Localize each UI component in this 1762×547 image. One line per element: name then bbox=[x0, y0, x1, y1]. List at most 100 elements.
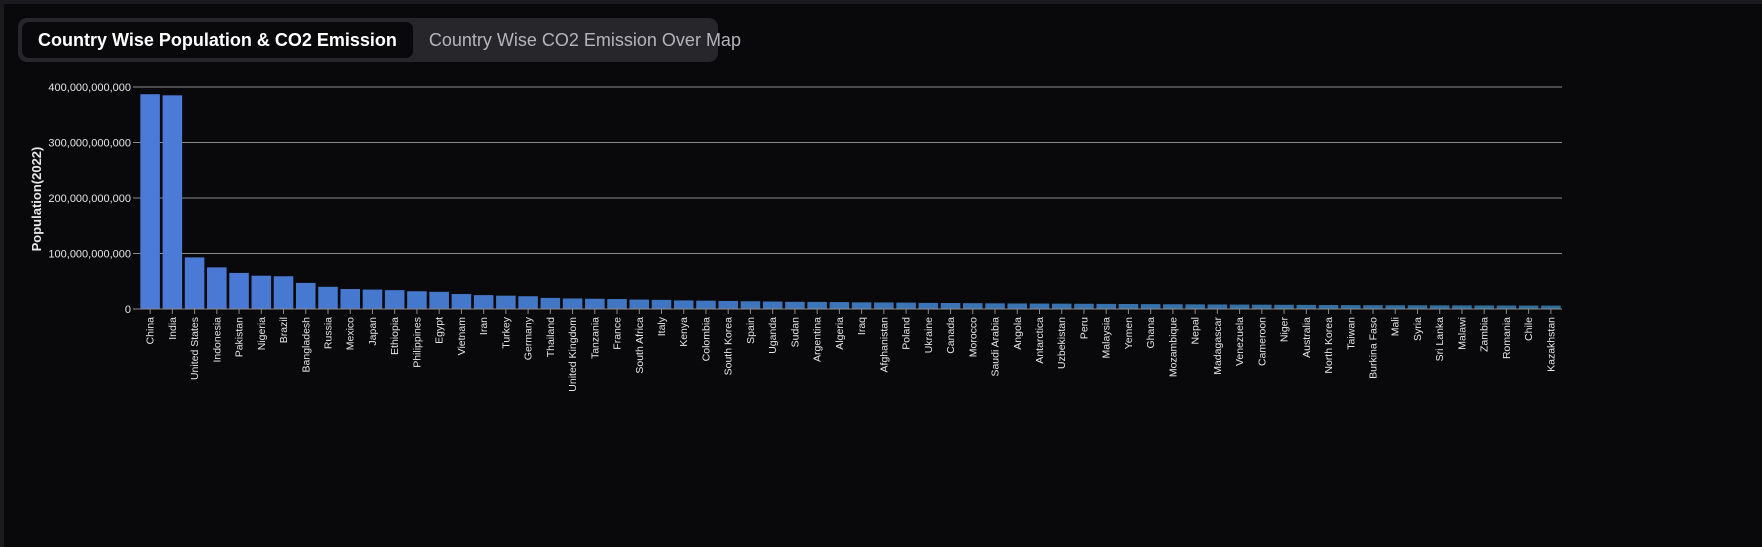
bar[interactable] bbox=[629, 299, 650, 309]
bar[interactable] bbox=[1074, 303, 1094, 309]
bar[interactable] bbox=[340, 289, 361, 309]
bar[interactable] bbox=[1118, 304, 1139, 309]
bar[interactable] bbox=[1385, 305, 1406, 309]
bar[interactable] bbox=[585, 298, 605, 309]
x-tick-label: Antarctica bbox=[1034, 317, 1046, 364]
x-tick-label: Saudi Arabia bbox=[990, 317, 1002, 377]
bar[interactable] bbox=[1007, 303, 1028, 309]
bar[interactable] bbox=[851, 302, 872, 309]
bar[interactable] bbox=[473, 295, 494, 309]
x-tick-label: United Kingdom bbox=[567, 317, 579, 392]
x-tick-label: Ethiopia bbox=[389, 317, 401, 355]
bar[interactable] bbox=[896, 302, 916, 309]
bar[interactable] bbox=[1340, 305, 1361, 309]
x-tick-label: Burkina Faso bbox=[1368, 317, 1380, 379]
bar[interactable] bbox=[673, 300, 694, 309]
x-tick-label: Venezuela bbox=[1234, 317, 1246, 366]
bar[interactable] bbox=[540, 297, 561, 309]
bar[interactable] bbox=[1407, 305, 1428, 309]
x-tick-label: Vietnam bbox=[456, 317, 468, 356]
x-tick-label: Australia bbox=[1301, 317, 1313, 358]
x-tick-label: Kenya bbox=[678, 317, 690, 347]
x-tick-label: Nigeria bbox=[256, 317, 268, 350]
bar[interactable] bbox=[1318, 305, 1339, 309]
y-tick-label: 200,000,000,000 bbox=[48, 193, 131, 205]
bar[interactable] bbox=[562, 298, 583, 309]
bar[interactable] bbox=[1363, 305, 1383, 309]
x-tick-label: Sudan bbox=[789, 317, 801, 348]
x-tick-label: Ukraine bbox=[923, 317, 935, 353]
x-tick-label: Poland bbox=[901, 317, 913, 350]
bar[interactable] bbox=[918, 302, 939, 309]
bar[interactable] bbox=[762, 301, 783, 309]
bar[interactable] bbox=[607, 299, 627, 309]
bar[interactable] bbox=[1541, 305, 1561, 309]
x-tick-label: Madagascar bbox=[1212, 316, 1224, 374]
bar[interactable] bbox=[518, 296, 538, 309]
bar[interactable] bbox=[874, 302, 894, 309]
x-axis-ticks: China India United States Indonesia Pakistan… bbox=[139, 308, 1562, 392]
x-tick-label: Brazil bbox=[278, 317, 290, 343]
x-tick-label: Nepal bbox=[1190, 317, 1202, 344]
bar[interactable] bbox=[1029, 303, 1050, 309]
bar[interactable] bbox=[1051, 303, 1072, 309]
bar[interactable] bbox=[1274, 304, 1294, 309]
x-tick-label: Kazakhstan bbox=[1545, 317, 1557, 372]
bar[interactable] bbox=[451, 294, 472, 309]
x-tick-label: South Africa bbox=[634, 317, 646, 374]
bar[interactable] bbox=[785, 301, 805, 309]
bar[interactable] bbox=[1096, 303, 1116, 309]
bar[interactable] bbox=[718, 300, 738, 309]
bar[interactable] bbox=[496, 295, 516, 309]
bar[interactable] bbox=[1496, 305, 1517, 309]
x-tick-label: Sri Lanka bbox=[1434, 317, 1446, 362]
y-axis-label: Population(2022) bbox=[29, 147, 44, 252]
x-tick-label: Chile bbox=[1523, 317, 1535, 341]
tab-co2-map[interactable]: Country Wise CO2 Emission Over Map bbox=[428, 29, 741, 50]
bar[interactable] bbox=[1296, 304, 1317, 309]
bar[interactable] bbox=[162, 95, 183, 309]
bar[interactable] bbox=[384, 290, 405, 309]
y-tick-label: 0 bbox=[125, 304, 131, 316]
x-tick-label: Colombia bbox=[700, 317, 712, 362]
bar[interactable] bbox=[1229, 304, 1250, 309]
bar[interactable] bbox=[1518, 305, 1539, 309]
bar[interactable] bbox=[429, 291, 449, 309]
bar[interactable] bbox=[940, 303, 961, 309]
bar[interactable] bbox=[963, 303, 983, 309]
bar[interactable] bbox=[829, 302, 850, 309]
x-tick-label: Spain bbox=[745, 317, 757, 344]
bar[interactable] bbox=[295, 282, 316, 309]
bar[interactable] bbox=[184, 257, 205, 309]
x-tick-label: Pakistan bbox=[234, 317, 246, 357]
bar[interactable] bbox=[1185, 304, 1205, 309]
x-tick-label: Morocco bbox=[967, 317, 979, 357]
bar[interactable] bbox=[1252, 304, 1272, 309]
bar[interactable] bbox=[207, 267, 227, 309]
x-tick-label: Ghana bbox=[1145, 317, 1157, 349]
bar[interactable] bbox=[318, 286, 338, 309]
bar[interactable] bbox=[651, 299, 672, 309]
tab-population-co2[interactable]: Country Wise Population & CO2 Emission bbox=[22, 22, 413, 58]
bar[interactable] bbox=[251, 275, 272, 309]
bar[interactable] bbox=[1163, 304, 1183, 309]
bar[interactable] bbox=[807, 301, 827, 309]
bar[interactable] bbox=[1207, 304, 1228, 309]
bar[interactable] bbox=[1140, 304, 1161, 309]
x-tick-label: United States bbox=[189, 317, 201, 380]
bar[interactable] bbox=[985, 303, 1005, 309]
bar[interactable] bbox=[140, 94, 160, 309]
bar[interactable] bbox=[1474, 305, 1494, 309]
bar[interactable] bbox=[696, 300, 716, 309]
x-tick-label: Tanzania bbox=[589, 317, 601, 359]
bar[interactable] bbox=[273, 276, 294, 309]
bar[interactable] bbox=[362, 289, 383, 309]
bar[interactable] bbox=[740, 301, 761, 309]
x-tick-label: Italy bbox=[656, 316, 668, 336]
x-tick-label: Iraq bbox=[856, 317, 868, 335]
bar[interactable] bbox=[1429, 305, 1450, 309]
bar[interactable] bbox=[407, 291, 427, 309]
bar[interactable] bbox=[229, 272, 249, 309]
bar[interactable] bbox=[1452, 305, 1472, 309]
